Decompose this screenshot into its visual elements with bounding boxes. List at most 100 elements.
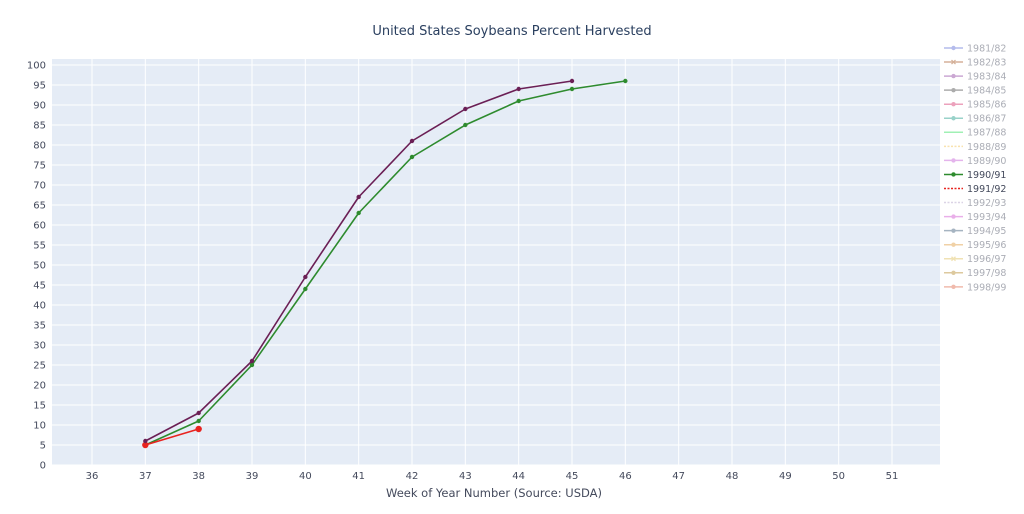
series-1990-91[interactable] [143,78,628,448]
plot-area[interactable] [52,59,940,465]
x-tick-label: 36 [86,471,99,482]
legend-item[interactable]: 1989/90 [944,156,1006,167]
data-point[interactable] [356,210,361,216]
x-tick-label: 40 [299,471,312,482]
data-point[interactable] [409,138,415,144]
legend-item[interactable]: 1996/97 [944,254,1006,265]
x-tick-label: 44 [512,471,525,482]
legend-label: 1985/86 [967,100,1006,111]
series-unlabeled[interactable] [143,78,575,444]
legend-label: 1986/87 [967,114,1006,125]
data-point[interactable] [249,358,255,364]
x-tick-label: 48 [726,471,739,482]
legend-label: 1991/92 [967,184,1006,195]
legend-label: 1989/90 [967,156,1006,167]
legend-item[interactable]: 1998/99 [944,282,1006,293]
data-point[interactable] [516,86,521,92]
legend-label: 1983/84 [967,72,1006,83]
legend-item[interactable]: 1992/93 [944,198,1006,209]
data-point[interactable] [569,78,575,84]
data-point[interactable] [303,274,308,280]
legend-swatch-marker [951,45,956,51]
legend-label: 1998/99 [967,282,1006,293]
data-point[interactable] [195,425,202,433]
legend-item[interactable]: 1991/92 [944,184,1006,195]
y-tick-label: 85 [33,121,46,132]
legend-item[interactable]: 1995/96 [944,240,1006,251]
legend-label: 1987/88 [967,128,1006,139]
x-tick-label: 43 [459,471,472,482]
legend-swatch-marker [951,256,956,262]
y-tick-label: 50 [33,261,46,272]
series-layer[interactable] [142,78,628,449]
y-tick-label: 40 [33,301,46,312]
legend-item[interactable]: 1990/91 [944,170,1006,181]
legend-swatch-marker [951,73,956,79]
x-tick-label: 37 [139,471,152,482]
data-point[interactable] [623,78,628,84]
legend-label: 1996/97 [967,254,1006,265]
y-tick-label: 70 [33,181,46,192]
x-tick-label: 49 [779,471,792,482]
legend-label: 1993/94 [967,212,1006,223]
y-tick-label: 75 [33,161,46,172]
x-tick-label: 51 [886,471,899,482]
legend[interactable]: 1981/82 1982/83 1983/84 1984/85 1985/86 1986/… [944,43,1006,293]
legend-swatch-marker [951,59,956,65]
legend-item[interactable]: 1984/85 [944,86,1006,97]
data-point[interactable] [196,418,201,424]
legend-item[interactable]: 1988/89 [944,142,1006,153]
legend-item[interactable]: 1985/86 [944,100,1006,111]
legend-item[interactable]: 1983/84 [944,72,1006,83]
legend-label: 1990/91 [967,170,1006,181]
y-tick-label: 5 [40,441,46,452]
data-point[interactable] [356,194,361,200]
legend-item[interactable]: 1987/88 [944,128,1006,139]
data-point[interactable] [142,441,149,449]
x-tick-label: 46 [619,471,632,482]
series-1991-92[interactable] [142,425,202,449]
x-axis-ticks: 36 37 38 39 40 41 42 43 44 45 46 47 48 49 50 51 [86,471,899,482]
x-tick-label: 50 [832,471,845,482]
legend-item[interactable]: 1997/98 [944,268,1006,279]
legend-label: 1984/85 [967,86,1006,97]
y-tick-label: 45 [33,281,46,292]
data-point[interactable] [196,410,201,416]
data-point[interactable] [249,362,255,368]
data-point[interactable] [303,286,308,292]
data-point[interactable] [463,122,468,128]
y-tick-label: 0 [40,461,46,472]
data-point[interactable] [143,438,148,444]
y-tick-label: 15 [33,401,46,412]
x-tick-label: 38 [192,471,205,482]
legend-label: 1995/96 [967,240,1006,251]
legend-swatch-marker [951,228,956,233]
legend-item[interactable]: 1982/83 [944,57,1006,68]
legend-swatch-marker [951,116,956,121]
x-tick-label: 45 [566,471,579,482]
legend-swatch-marker [951,172,956,177]
series-line[interactable] [145,428,199,446]
x-tick-label: 41 [352,471,365,482]
data-point[interactable] [569,86,575,92]
y-tick-label: 65 [33,201,46,212]
x-tick-label: 42 [406,471,419,482]
legend-item[interactable]: 1981/82 [944,43,1006,54]
legend-item[interactable]: 1986/87 [944,114,1006,125]
legend-item[interactable]: 1993/94 [944,212,1006,223]
y-tick-label: 90 [33,101,46,112]
data-point[interactable] [463,106,468,112]
series-line[interactable] [145,80,626,446]
y-tick-label: 55 [33,241,46,252]
legend-label: 1992/93 [967,198,1006,209]
data-point[interactable] [516,98,521,104]
data-point[interactable] [409,154,415,160]
legend-item[interactable]: 1994/95 [944,226,1006,237]
y-tick-label: 100 [27,61,46,72]
x-axis-title: Week of Year Number (Source: USDA) [386,486,602,500]
y-tick-label: 60 [33,221,46,232]
y-tick-label: 35 [33,321,46,332]
legend-swatch-marker [951,242,956,247]
